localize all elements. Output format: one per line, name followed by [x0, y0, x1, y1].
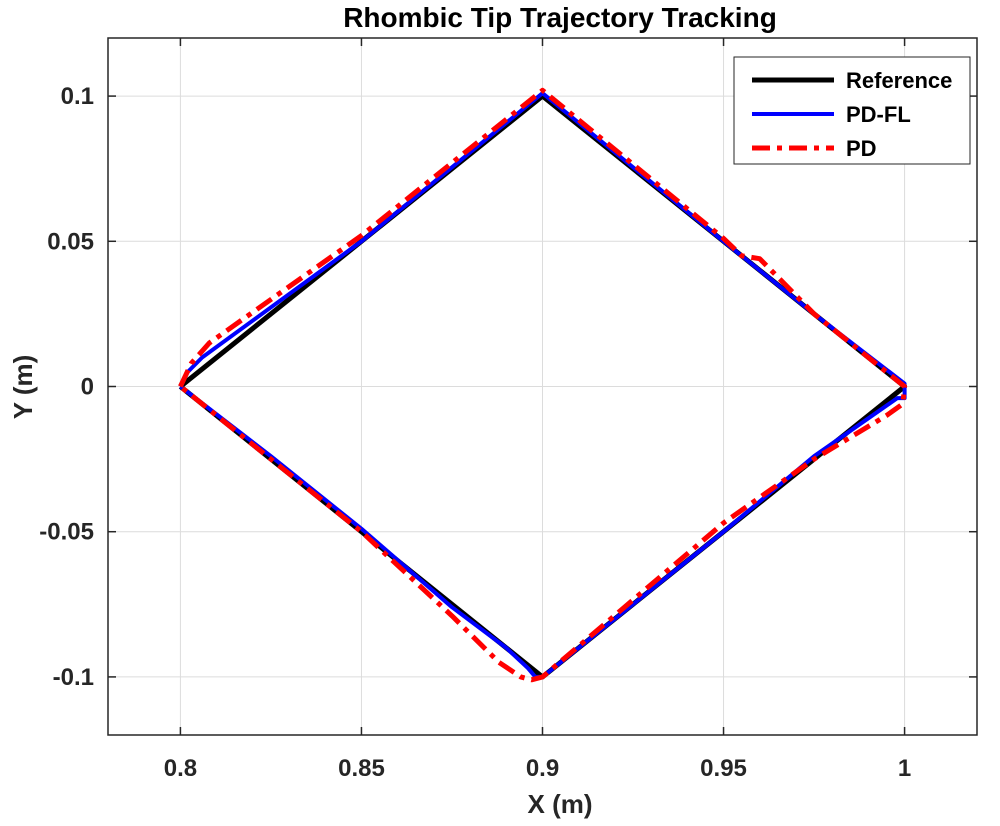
x-tick-label: 0.9: [526, 755, 559, 782]
x-axis-label: X (m): [528, 789, 593, 819]
legend-box: [733, 56, 971, 165]
series-line-pd: [178, 87, 908, 683]
x-tick-label: 0.95: [700, 755, 747, 782]
y-tick-label: -0.05: [39, 519, 94, 546]
legend-label: Reference: [846, 68, 952, 93]
y-tick-label: 0.05: [47, 228, 94, 255]
legend-label: PD-FL: [846, 102, 911, 127]
series-line-pd-fl: [178, 91, 907, 679]
x-tick-label: 0.85: [338, 755, 385, 782]
legend-label: PD: [846, 136, 877, 161]
legend: Reference PD-FL PD: [733, 56, 971, 165]
y-tick-label: 0.1: [61, 83, 94, 110]
chart-title: Rhombic Tip Trajectory Tracking: [343, 2, 777, 33]
x-tick-label: 0.8: [164, 755, 197, 782]
y-tick-label: 0: [81, 374, 94, 401]
x-tick-label: 1: [898, 755, 911, 782]
axis-ticks: 0.8 0.85 0.9 0.95 1 -0.1 -0.05 0 0.05 0.1: [39, 38, 977, 782]
y-axis-label: Y (m): [8, 355, 38, 420]
plot-lines: [178, 87, 908, 683]
y-tick-label: -0.1: [53, 664, 94, 691]
